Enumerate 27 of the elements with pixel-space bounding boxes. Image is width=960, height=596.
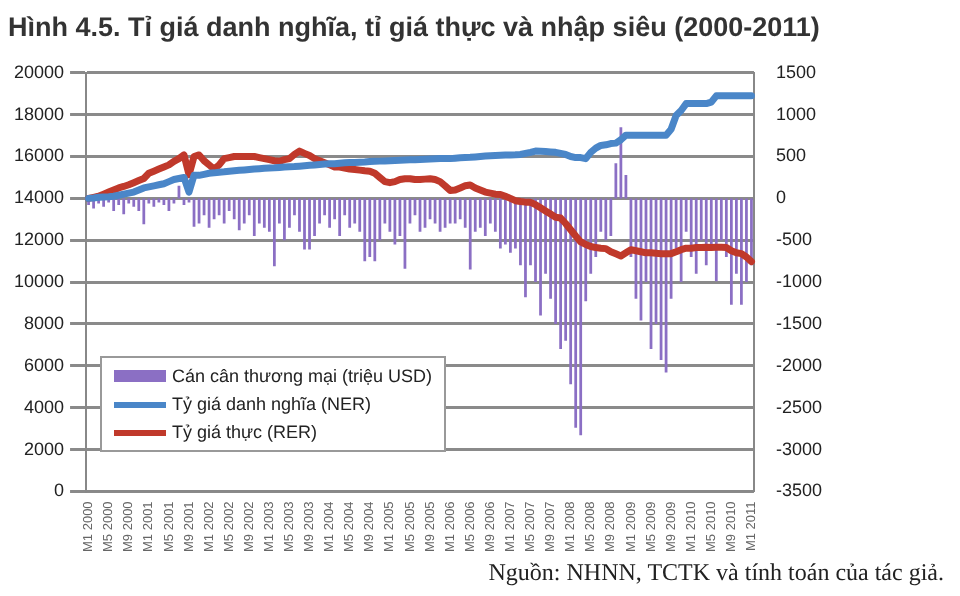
y2-tick-label: -1000 [775,271,823,292]
y-tick-label: 18000 [13,103,65,124]
y2-tick-label: 1000 [775,103,817,124]
y2-tick-label: -500 [775,229,812,250]
y2-tick-label: 1500 [775,61,817,82]
y-tick-label: 16000 [13,145,65,166]
y2-tick-label: -3500 [775,480,823,501]
y-tick-label: 2000 [23,438,65,459]
y-tick-label: 4000 [23,396,65,417]
y2-tick-label: -2000 [775,354,823,375]
y-tick-label: 20000 [13,61,65,82]
legend-label: Tỷ giá danh nghĩa (NER) [172,394,372,414]
y2-tick-label: -1500 [775,312,823,333]
legend-label: Cán cân thương mại (triệu USD) [172,366,432,386]
y2-tick-label: -2500 [775,396,823,417]
y2-tick-label: -3000 [775,438,823,459]
y-tick-label: 6000 [23,354,65,375]
y-tick-label: 12000 [13,229,65,250]
y-tick-label: 0 [54,480,65,501]
legend-label: Tỷ giá thực (RER) [172,422,318,442]
y-tick-label: 8000 [23,312,65,333]
chart-title: Hình 4.5. Tỉ giá danh nghĩa, tỉ giá thực và nhập siêu (2000-2011) [6,10,822,46]
text: Nguồn: NHNN, TCTK và tính toán của tác giả. [488,558,944,588]
y2-tick-label: 0 [775,187,786,208]
y-tick-label: 14000 [13,187,65,208]
y2-tick-label: 500 [775,145,807,166]
y-tick-label: 10000 [13,271,65,292]
